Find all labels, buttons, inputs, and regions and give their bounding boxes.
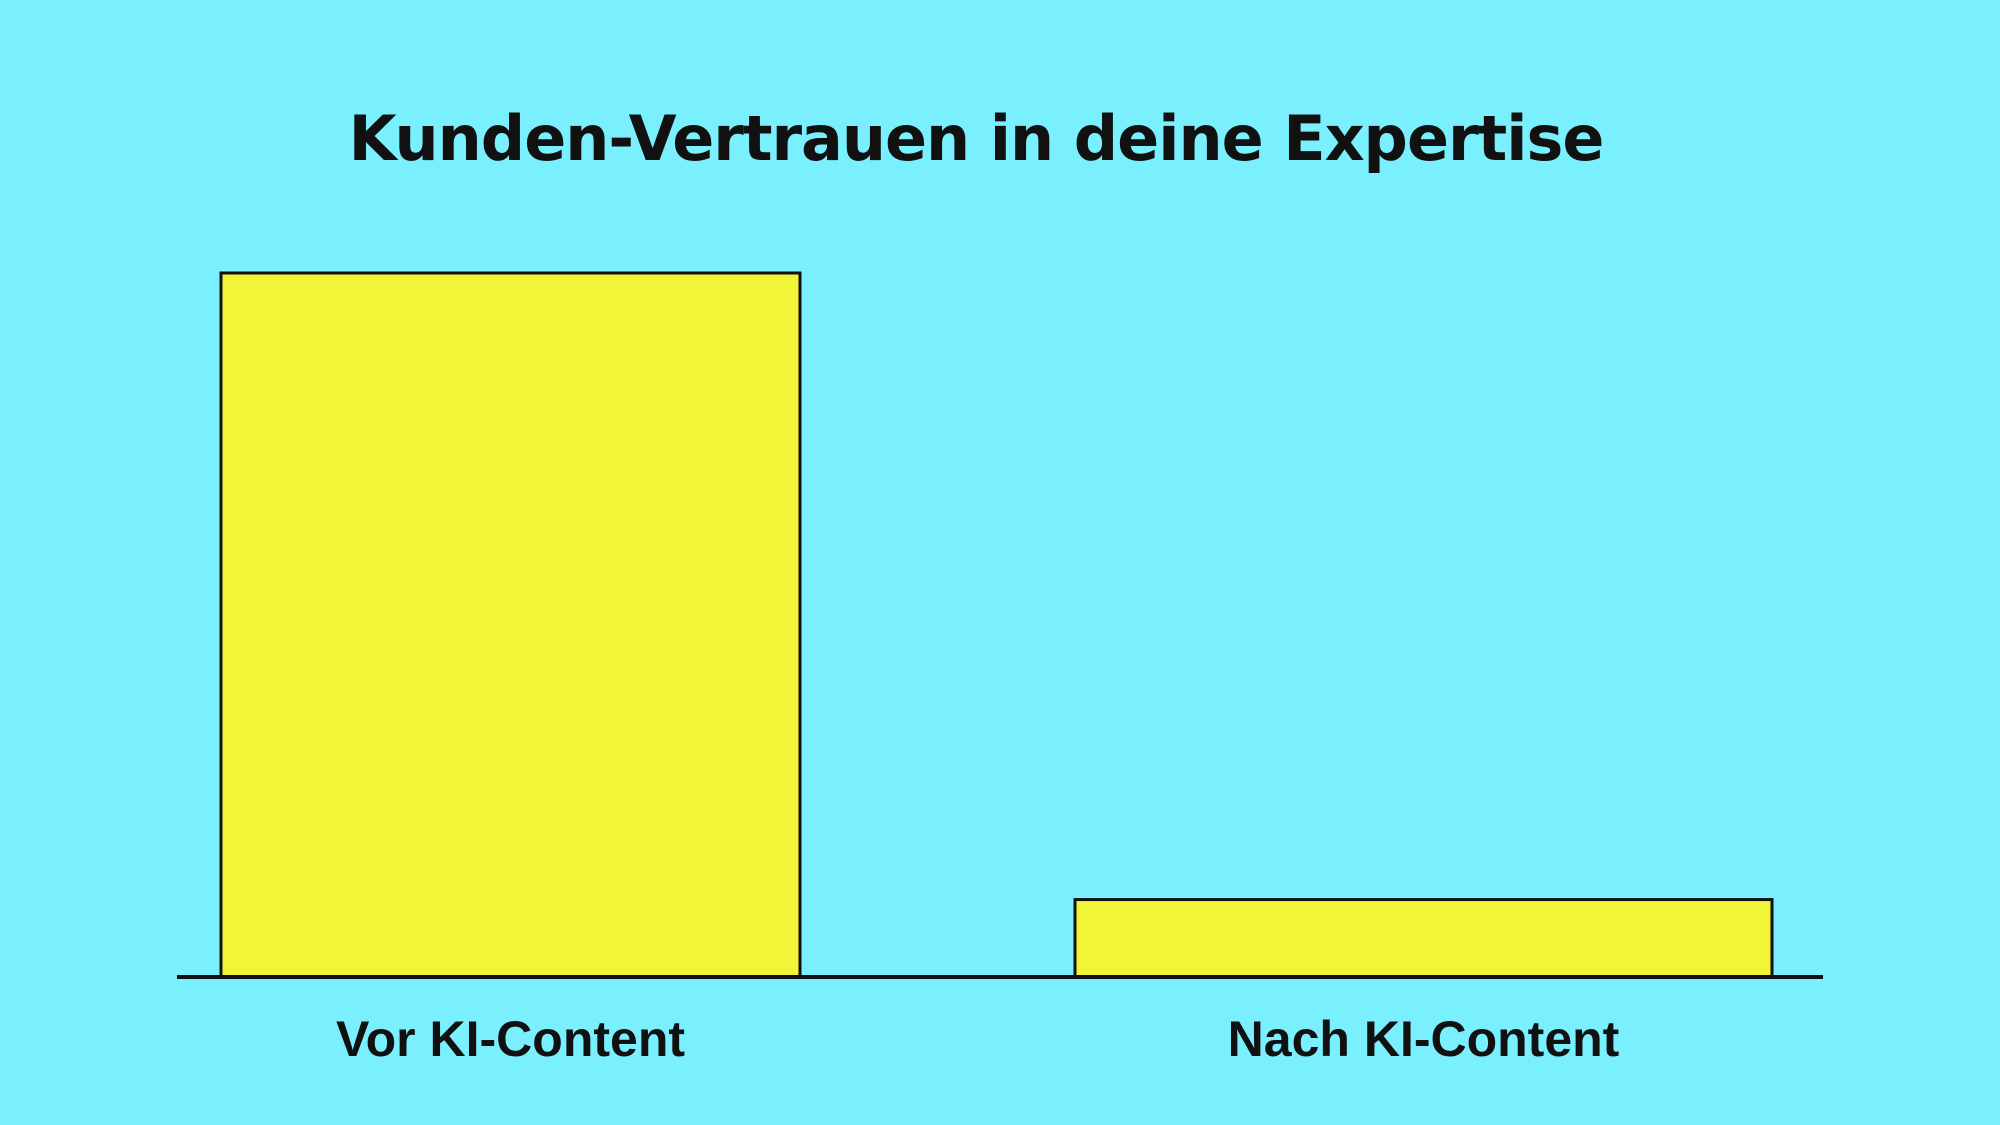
bar — [219, 271, 802, 979]
bar — [1073, 898, 1774, 979]
x-tick-label: Vor KI-Content — [336, 1011, 685, 1067]
chart-title: Kunden-Vertrauen in deine Expertise — [349, 102, 1604, 175]
x-tick-label: Nach KI-Content — [1228, 1011, 1620, 1067]
